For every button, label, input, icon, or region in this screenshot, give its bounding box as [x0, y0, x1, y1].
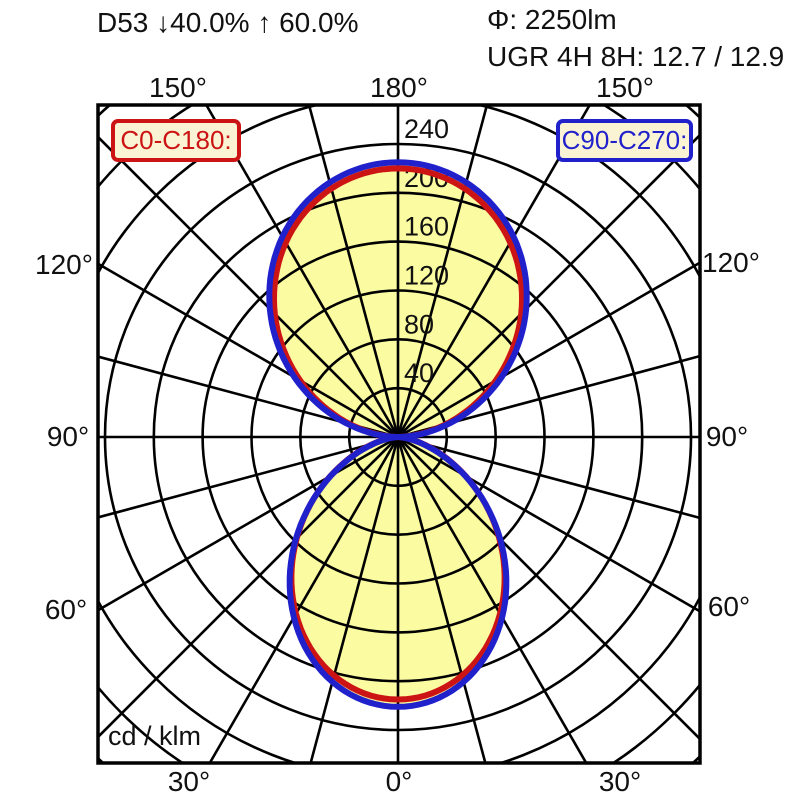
- angle-label-left-120: 120°: [35, 249, 93, 280]
- curve-c90-c270: [266, 159, 530, 710]
- legend-c0-label: C0-C180:: [120, 125, 232, 155]
- unit-label: cd / klm: [108, 721, 202, 751]
- legend-c90-c270: C90-C270:: [556, 119, 693, 162]
- angle-label-left-60: 60°: [44, 594, 88, 625]
- angle-label-top-center: 180°: [370, 72, 428, 103]
- angle-label-bottom-center: 0°: [385, 766, 413, 797]
- radial-tick-label-120: 120: [404, 261, 449, 291]
- ugr-label: UGR 4H 8H: 12.7 / 12.9: [487, 41, 785, 72]
- luminous-flux-label: Φ: 2250lm: [487, 4, 617, 35]
- angle-label-left-90: 90°: [46, 421, 90, 452]
- radial-tick-label-40: 40: [404, 358, 434, 388]
- angle-label-top-left: 150°: [149, 72, 207, 103]
- angle-label-bottom-right: 30°: [598, 766, 642, 797]
- radial-tick-label-80: 80: [404, 309, 434, 339]
- plot-border: [96, 103, 702, 765]
- legend-c90-label: C90-C270:: [561, 125, 688, 155]
- angle-label-right-90: 90°: [705, 421, 749, 452]
- distribution-ratio-label: D53 ↓40.0% ↑ 60.0%: [97, 7, 359, 38]
- angle-label-top-right: 150°: [596, 72, 654, 103]
- legend-c0-c180: C0-C180:: [111, 119, 241, 162]
- angle-label-right-60: 60°: [707, 591, 751, 622]
- angle-label-right-120: 120°: [702, 247, 760, 278]
- radial-tick-label-240: 240: [404, 114, 449, 144]
- angle-label-bottom-left: 30°: [167, 766, 211, 797]
- radial-tick-label-160: 160: [404, 212, 449, 242]
